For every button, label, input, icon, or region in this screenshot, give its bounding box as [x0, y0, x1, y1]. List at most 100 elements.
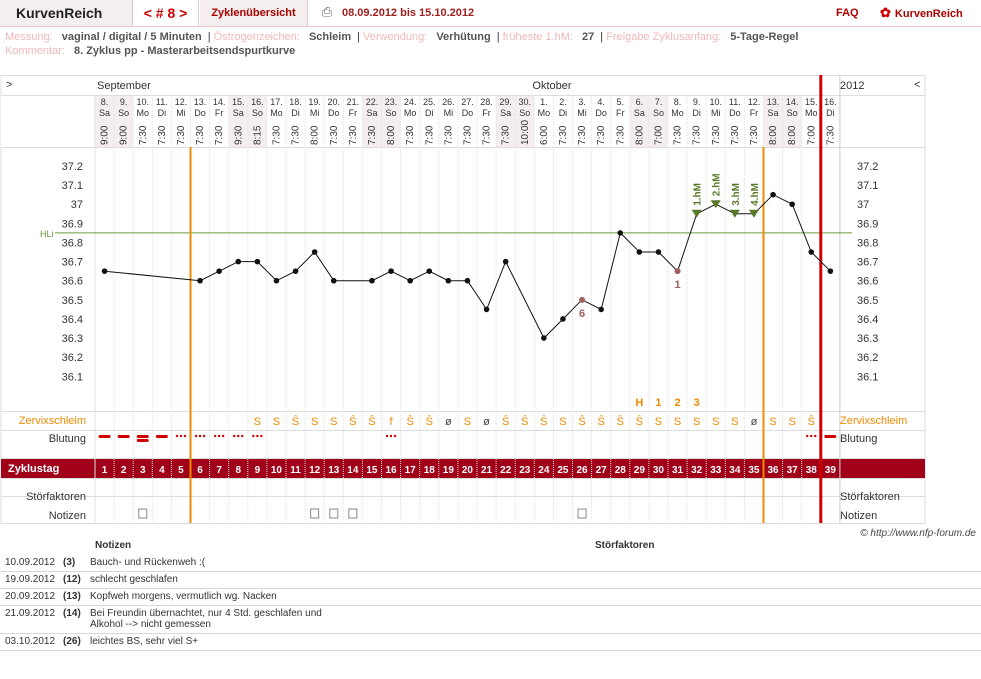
cervix-mark: S	[464, 416, 471, 428]
day-date: 26.	[442, 97, 455, 107]
hm-label: 3.hM	[731, 183, 742, 206]
note-row: 10.09.2012 (3) Bauch- und Rückenweh :(	[0, 555, 981, 572]
temperature-point	[426, 268, 433, 274]
cervix-mark: Ŝ	[368, 415, 375, 428]
temperature-point	[292, 268, 299, 274]
day-header-bg	[744, 95, 764, 147]
day-time: 8:00	[768, 125, 779, 145]
day-date: 2.	[559, 97, 567, 107]
faq-link[interactable]: FAQ	[836, 7, 859, 19]
verwendung-value: Verhütung	[436, 31, 491, 43]
note-text: Bei Freundin übernachtet, nur 4 Std. ges…	[90, 608, 322, 630]
day-time: 7:30	[501, 125, 512, 145]
note-icon[interactable]	[329, 508, 339, 519]
bleeding-spotting-dot	[810, 434, 813, 438]
y-tick-label-left: 36.8	[62, 237, 83, 249]
day-header-bg	[152, 95, 172, 147]
cycle-day-number: 20	[462, 465, 474, 476]
cycle-day-band	[1, 458, 925, 478]
temperature-point	[330, 277, 337, 284]
day-header-bg	[95, 95, 115, 147]
day-time: 7:30	[214, 125, 225, 145]
day-date: 29.	[499, 97, 512, 107]
y-tick-label-left: 36.2	[62, 352, 83, 364]
note-icon[interactable]	[310, 508, 320, 519]
day-time: 8:00	[310, 125, 321, 145]
cervix-mark: ø	[483, 416, 490, 428]
day-weekday: Mo	[538, 108, 551, 118]
day-time: 7:30	[329, 125, 340, 145]
notes-table: Notizen Störfaktoren 10.09.2012 (3) Bauch-…	[0, 540, 981, 651]
notes-header: Notizen	[95, 540, 132, 551]
day-date: 16.	[824, 97, 837, 107]
y-tick-label-left: 36.5	[62, 295, 83, 307]
chart-next-button[interactable]: <	[914, 79, 920, 91]
hm-label: 2.hM	[712, 173, 723, 196]
y-tick-label-left: 36.4	[62, 314, 83, 326]
cycle-day-number: 13	[328, 465, 340, 476]
cervix-mark: Ŝ	[426, 415, 433, 428]
day-time: 7:30	[195, 125, 206, 145]
cervix-mark: S	[693, 416, 700, 428]
day-date: 10.	[136, 97, 149, 107]
day-time: 7:30	[730, 125, 741, 145]
cervix-mark: ø	[751, 416, 758, 428]
cycle-day-row-label: Zyklustag	[8, 463, 59, 475]
day-weekday: Sa	[500, 108, 511, 118]
day-time: 8:00	[787, 125, 798, 145]
temperature-point	[598, 306, 604, 313]
copyright: © http://www.nfp-forum.de	[860, 528, 976, 539]
note-cycle-day: (14)	[63, 608, 81, 619]
bleeding-spotting-dot	[256, 434, 259, 438]
temperature-point	[101, 268, 108, 274]
note-text: Bauch- und Rückenweh :(	[90, 557, 206, 568]
note-icon[interactable]	[138, 508, 148, 519]
print-icon[interactable]: ⎙	[321, 4, 333, 19]
note-row: 19.09.2012 (12) schlecht geschlafen	[0, 572, 981, 589]
cycle-day-number: 25	[557, 465, 569, 476]
cycle-day-number: 3	[140, 465, 146, 476]
chart-prev-button[interactable]: >	[6, 79, 12, 91]
day-weekday: Mi	[444, 108, 454, 118]
note-icon[interactable]	[348, 508, 358, 519]
note-icon[interactable]	[577, 508, 587, 519]
day-header-bg	[171, 95, 191, 147]
cycle-navigator[interactable]: < # 8 >	[133, 0, 199, 26]
day-time: 9:30	[233, 125, 244, 145]
temperature-point	[617, 230, 624, 236]
day-time: 7:30	[157, 125, 168, 145]
note-row: 20.09.2012 (13) Kopfweh morgens, vermutlic…	[0, 589, 981, 606]
cervix-mark: S	[769, 416, 776, 428]
day-header-bg	[725, 95, 745, 147]
temperature-point	[770, 191, 776, 198]
temperature-point	[483, 306, 490, 313]
notes-table-header: Notizen Störfaktoren	[0, 540, 981, 555]
bleeding-spotting-dot	[237, 434, 240, 438]
temperature-point	[464, 277, 471, 284]
brand-title[interactable]: KurvenReich	[0, 0, 133, 26]
day-header-bg	[114, 95, 134, 147]
cycle-day-number: 22	[500, 465, 512, 476]
note-row: 21.09.2012 (14) Bei Freundin übernachtet, …	[0, 606, 981, 634]
cycle-day-number: 39	[825, 465, 837, 476]
cycle-overview-tab[interactable]: Zyklenübersicht	[200, 0, 308, 26]
cycle-day-number: 38	[806, 465, 818, 476]
logo[interactable]: ✿ KurvenReich	[880, 0, 963, 26]
day-header-bg	[286, 95, 306, 147]
y-tick-label-left: 37.2	[62, 161, 83, 173]
y-tick-label-right: 37.2	[857, 161, 878, 173]
cycle-day-number: 36	[767, 465, 779, 476]
bleeding-spotting-dot	[183, 434, 187, 438]
day-time: 7:30	[443, 125, 454, 145]
cervix-mark: S	[273, 416, 280, 428]
cycle-info: Messung: vaginal / digital / 5 Minuten | …	[5, 30, 975, 58]
day-time: 7:30	[673, 125, 684, 145]
day-header-bg	[400, 95, 420, 147]
day-date: 14.	[786, 97, 799, 107]
day-time: 7:30	[271, 125, 282, 145]
bleeding-heavy-mark	[98, 435, 111, 438]
day-date: 12.	[748, 97, 761, 107]
notes-row-label: Notizen	[49, 510, 86, 522]
bleeding-heavy-mark	[824, 435, 837, 438]
day-weekday: So	[386, 108, 397, 118]
